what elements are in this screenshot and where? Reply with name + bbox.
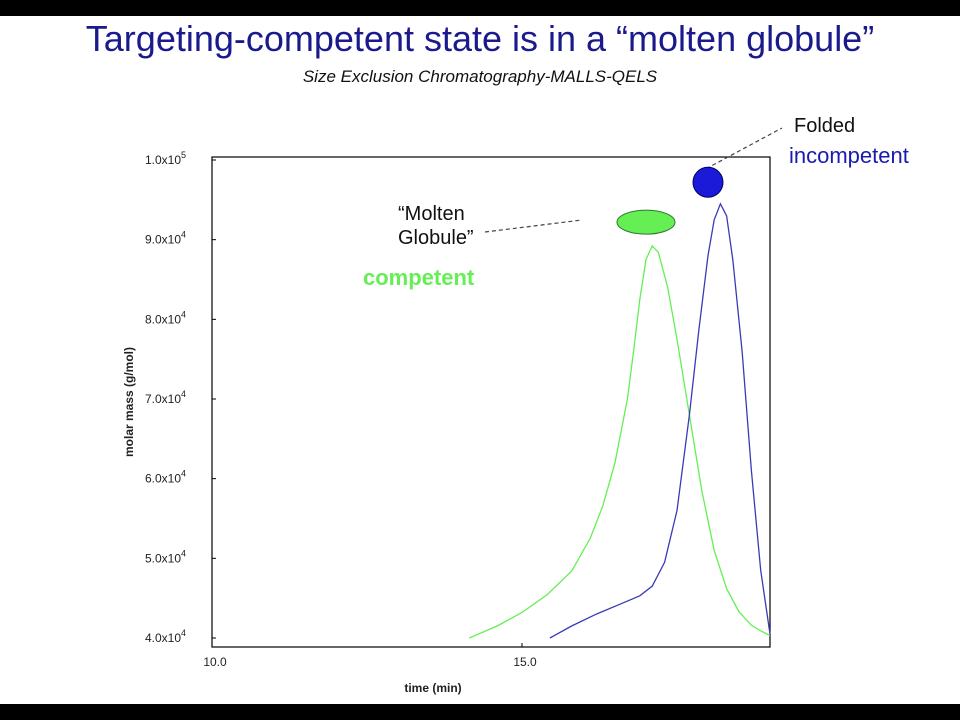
y-tick-mantissa: 5.0x10: [145, 551, 181, 565]
y-tick-exponent: 4: [181, 389, 186, 399]
y-tick-label: 1.0x105: [145, 150, 186, 167]
molten-label-line2: Globule”: [398, 227, 474, 249]
slide-subtitle: Size Exclusion Chromatography-MALLS-QELS: [302, 67, 658, 86]
x-axis-ticks: 10.0 15.0: [203, 643, 537, 669]
series-line-incompetent: [549, 202, 771, 639]
series-line-competent: [469, 244, 771, 639]
series-group: [469, 202, 771, 639]
y-tick-exponent: 4: [181, 309, 186, 319]
molten-globule-marker: [616, 209, 676, 235]
y-axis-ticks: 4.0x1045.0x1046.0x1047.0x1048.0x1049.0x1…: [145, 150, 216, 645]
plot-frame: [211, 156, 771, 648]
x-tick-label: 10.0: [203, 655, 227, 669]
x-axis-label: time (min): [404, 681, 461, 695]
y-tick-mantissa: 9.0x10: [145, 233, 181, 247]
y-tick-mantissa: 4.0x10: [145, 631, 181, 645]
y-tick-exponent: 5: [181, 150, 186, 160]
y-tick-label: 8.0x104: [145, 309, 186, 326]
molten-label-line1: “Molten: [398, 203, 465, 225]
y-tick-exponent: 4: [181, 469, 186, 479]
bottom-black-bar: [0, 704, 960, 720]
competent-label: competent: [363, 265, 475, 290]
y-axis-label: molar mass (g/mol): [122, 347, 136, 457]
incompetent-label: incompetent: [789, 143, 909, 168]
y-tick-label: 7.0x104: [145, 389, 186, 406]
y-tick-label: 6.0x104: [145, 469, 186, 486]
y-tick-mantissa: 7.0x10: [145, 392, 181, 406]
annotation-leaders: [484, 127, 783, 233]
molten-globule-label: “Molten Globule”: [398, 202, 474, 250]
y-tick-exponent: 4: [181, 230, 186, 240]
y-tick-label: 4.0x104: [145, 628, 186, 645]
slide-title: Targeting-competent state is in a “molte…: [85, 18, 875, 59]
molten-leader-line: [484, 219, 583, 233]
y-tick-exponent: 4: [181, 548, 186, 558]
y-tick-label: 5.0x104: [145, 548, 186, 565]
y-tick-exponent: 4: [181, 628, 186, 638]
folded-marker: [692, 166, 724, 198]
y-tick-label: 9.0x104: [145, 230, 186, 247]
x-tick-label: 15.0: [513, 655, 537, 669]
top-black-bar: [0, 0, 960, 16]
peak-markers: [616, 166, 724, 235]
y-tick-mantissa: 6.0x10: [145, 472, 181, 486]
folded-label: Folded: [794, 115, 856, 137]
y-tick-mantissa: 1.0x10: [145, 153, 181, 167]
folded-leader-line: [699, 127, 783, 173]
y-tick-mantissa: 8.0x10: [145, 312, 181, 326]
